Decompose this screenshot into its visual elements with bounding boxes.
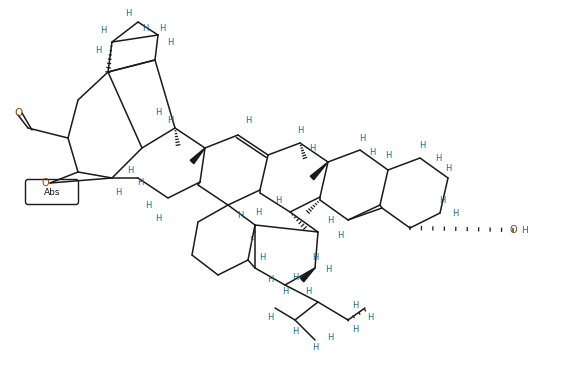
Text: H: H	[435, 154, 441, 162]
Text: H: H	[167, 115, 173, 125]
Text: H: H	[312, 343, 318, 353]
Text: H: H	[352, 325, 358, 335]
Text: H: H	[155, 214, 161, 222]
Text: H: H	[237, 210, 243, 220]
Text: H: H	[95, 45, 101, 55]
Polygon shape	[300, 268, 315, 282]
Text: H: H	[352, 301, 358, 309]
Text: H: H	[100, 26, 106, 34]
Text: H: H	[521, 225, 528, 235]
Text: H: H	[367, 314, 373, 322]
Text: O: O	[509, 225, 517, 235]
Text: O: O	[14, 108, 22, 118]
Text: H: H	[445, 163, 451, 173]
Text: H: H	[439, 196, 445, 204]
Text: H: H	[137, 178, 143, 186]
Text: H: H	[145, 201, 151, 209]
Text: H: H	[275, 196, 281, 204]
Text: H: H	[452, 209, 458, 217]
Text: H: H	[125, 8, 131, 18]
Text: H: H	[309, 144, 315, 152]
Text: H: H	[142, 24, 148, 32]
Text: H: H	[325, 265, 331, 275]
Text: H: H	[127, 165, 133, 175]
Text: H: H	[167, 37, 173, 47]
Text: H: H	[359, 133, 365, 142]
Text: H: H	[259, 254, 265, 262]
Polygon shape	[190, 148, 205, 164]
Text: H: H	[267, 275, 273, 285]
Polygon shape	[310, 162, 328, 180]
Text: H: H	[115, 188, 121, 196]
Text: Abs: Abs	[44, 188, 60, 196]
Text: O: O	[41, 178, 49, 188]
Text: H: H	[385, 151, 391, 160]
Text: H: H	[297, 126, 303, 134]
Text: H: H	[267, 314, 273, 322]
Text: H: H	[249, 235, 255, 244]
Text: H: H	[282, 288, 288, 296]
Text: H: H	[245, 115, 251, 125]
Text: H: H	[327, 215, 333, 225]
Text: H: H	[292, 327, 298, 337]
Text: H: H	[419, 141, 425, 149]
FancyBboxPatch shape	[26, 180, 78, 204]
Text: H: H	[159, 24, 165, 32]
Text: H: H	[155, 107, 161, 117]
Text: H: H	[337, 230, 343, 240]
Text: H: H	[312, 254, 318, 262]
Text: H: H	[369, 147, 375, 157]
Text: H: H	[255, 207, 261, 217]
Text: H: H	[327, 333, 333, 343]
Text: H: H	[305, 288, 311, 296]
Text: H: H	[292, 274, 298, 283]
